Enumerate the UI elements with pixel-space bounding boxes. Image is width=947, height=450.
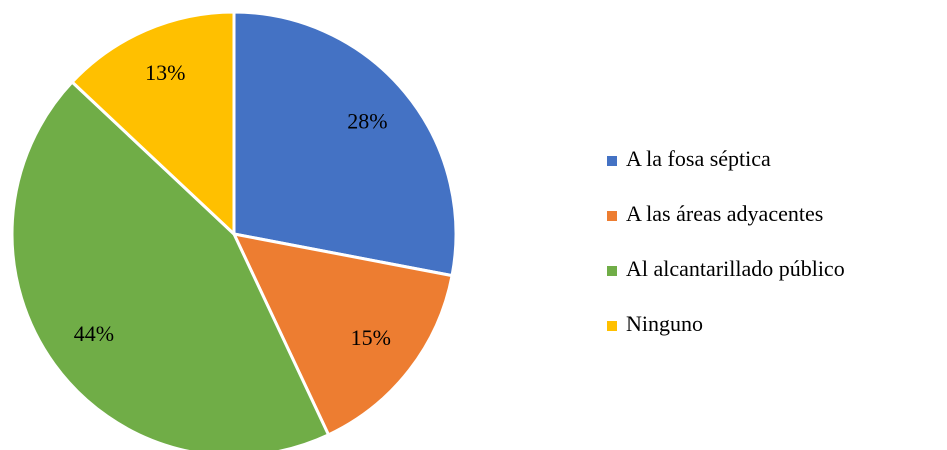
legend-swatch — [607, 156, 617, 166]
legend-label: Al alcantarillado público — [626, 256, 845, 281]
pie-slice — [70, 10, 236, 238]
data-label: 15% — [351, 325, 391, 350]
pie-slice — [232, 10, 458, 278]
legend-label: A las áreas adyacentes — [626, 201, 823, 226]
data-label: 44% — [74, 321, 114, 346]
legend-swatch — [607, 266, 617, 276]
data-label: 28% — [347, 109, 387, 134]
legend-label: A la fosa séptica — [626, 146, 771, 171]
pie-slice — [10, 79, 331, 450]
legend-swatch — [607, 321, 617, 331]
data-label: 13% — [145, 60, 185, 85]
legend-label: Ninguno — [626, 311, 703, 336]
legend-swatch — [607, 211, 617, 221]
pie-slice — [231, 231, 454, 437]
